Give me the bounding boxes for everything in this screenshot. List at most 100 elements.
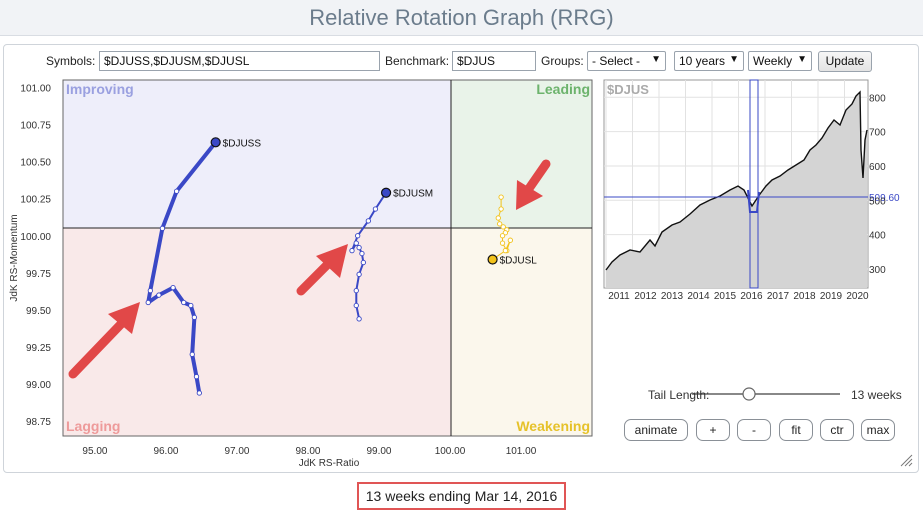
y-tick-label: 100.00 <box>20 232 51 243</box>
series-tail-point[interactable] <box>356 271 362 277</box>
mini-x-tick-label: 2017 <box>767 291 790 302</box>
mini-x-tick-label: 2013 <box>661 291 684 302</box>
resize-handle-icon[interactable] <box>899 453 913 467</box>
series-label: $DJUSS <box>223 138 262 149</box>
series-tail-point[interactable] <box>507 237 513 243</box>
rrg-series-group: $DJUSS $DJUSM $DJUSL <box>145 137 537 396</box>
chevron-down-icon: ▼ <box>797 54 807 65</box>
period-select[interactable]: 10 years ▼ <box>674 51 744 71</box>
series-tail-point[interactable] <box>495 215 501 221</box>
series-tail-point[interactable] <box>497 221 503 227</box>
series-tail-point[interactable] <box>499 233 506 239</box>
x-tick-label: 99.00 <box>366 446 391 457</box>
series-djusm[interactable]: $DJUSM <box>349 187 433 322</box>
mini-chart-current-value: 509.60 <box>869 193 900 204</box>
series-tail-point[interactable] <box>372 206 379 212</box>
series-tail-point[interactable] <box>353 302 359 309</box>
groups-select[interactable]: - Select - ▼ <box>587 51 666 71</box>
mini-chart-window-highlight <box>747 189 760 213</box>
mini-x-tick-label: 2014 <box>687 291 710 302</box>
mini-x-tick-label: 2018 <box>793 291 816 302</box>
max-button[interactable]: max <box>861 419 895 441</box>
series-head-point[interactable] <box>487 254 498 265</box>
series-tail-point[interactable] <box>355 233 361 239</box>
series-tail-point[interactable] <box>359 250 365 257</box>
y-tick-label: 98.75 <box>26 417 51 428</box>
chevron-down-icon: ▼ <box>651 54 661 65</box>
page-title: Relative Rotation Graph (RRG) <box>309 5 614 30</box>
series-tail-point[interactable] <box>499 240 506 246</box>
quadrant-improving <box>63 80 451 228</box>
period-caption: 13 weeks ending Mar 14, 2016 <box>357 482 566 510</box>
series-tail-point[interactable] <box>500 224 506 230</box>
animate-button[interactable]: animate <box>624 419 688 441</box>
series-tail-point[interactable] <box>353 287 359 294</box>
mini-chart-area <box>606 92 867 288</box>
series-tail-point[interactable] <box>196 390 202 396</box>
series-tail-point[interactable] <box>356 244 362 251</box>
controls-bar: Symbols: Benchmark: Groups: - Select - ▼… <box>4 51 918 73</box>
update-button[interactable]: Update <box>818 51 872 72</box>
mini-x-tick-label: 2019 <box>820 291 843 302</box>
series-tail-point[interactable] <box>193 374 200 380</box>
y-tick-label: 101.00 <box>20 83 51 94</box>
quadrant-weakening <box>451 228 592 436</box>
mini-y-tick-label: 600 <box>869 162 886 173</box>
center-button[interactable]: ctr <box>820 419 854 441</box>
x-axis-label: JdK RS-Ratio <box>299 458 360 469</box>
mini-chart-window-marker[interactable] <box>749 79 759 289</box>
series-tail-point[interactable] <box>173 188 180 194</box>
x-tick-label: 97.00 <box>224 446 249 457</box>
series-tail-point[interactable] <box>188 302 194 309</box>
zoom-in-button[interactable]: + <box>696 419 730 441</box>
series-tail-point[interactable] <box>365 218 371 224</box>
y-tick-label: 99.00 <box>26 380 51 391</box>
tail-length-value: 13 weeks <box>851 388 902 402</box>
x-tick-label: 96.00 <box>153 446 178 457</box>
series-tail-point[interactable] <box>360 259 367 266</box>
series-tail-point[interactable] <box>181 299 187 306</box>
series-tail-point[interactable] <box>502 247 509 254</box>
mini-chart-symbol: $DJUS <box>607 82 649 97</box>
mini-y-tick-label: 500 <box>869 196 886 207</box>
groups-select-value: - Select - <box>592 54 641 68</box>
zoom-out-button[interactable]: - <box>737 419 771 441</box>
benchmark-input[interactable] <box>452 51 536 71</box>
series-tail-point[interactable] <box>156 292 162 298</box>
series-tail-point[interactable] <box>498 206 504 212</box>
symbols-label: Symbols: <box>46 54 96 68</box>
symbols-input[interactable] <box>99 51 380 71</box>
title-bar: Relative Rotation Graph (RRG) <box>0 0 923 36</box>
quadrant-label-leading: Leading <box>536 81 590 97</box>
series-tail-point[interactable] <box>147 287 153 294</box>
y-tick-label: 100.25 <box>20 195 51 206</box>
series-tail-point[interactable] <box>159 225 166 231</box>
series-head-point[interactable] <box>380 187 392 198</box>
series-tail-point[interactable] <box>353 240 359 246</box>
series-djusl[interactable]: $DJUSL <box>487 194 537 267</box>
arrow-djusl <box>516 159 551 210</box>
series-tail-point[interactable] <box>145 299 151 306</box>
tail-slider-handle[interactable] <box>742 387 756 401</box>
series-tail-point[interactable] <box>349 247 355 254</box>
x-tick-label: 98.00 <box>295 446 320 457</box>
series-tail-point[interactable] <box>191 314 198 320</box>
mini-y-tick-label: 700 <box>869 128 886 139</box>
series-tail-point[interactable] <box>170 285 176 291</box>
series-head-point[interactable] <box>210 137 221 148</box>
y-tick-label: 99.50 <box>26 306 51 317</box>
series-tail-point[interactable] <box>356 316 362 322</box>
frequency-select[interactable]: Weekly ▼ <box>748 51 812 71</box>
x-tick-label: 100.00 <box>435 446 466 457</box>
series-tail-point[interactable] <box>498 194 504 200</box>
mini-y-tick-label: 400 <box>869 231 886 242</box>
mini-x-tick-label: 2012 <box>634 291 657 302</box>
x-tick-label: 101.00 <box>506 446 537 457</box>
arrow-djuss <box>68 302 140 379</box>
series-tail-point[interactable] <box>189 351 195 358</box>
mini-chart-y-ticks: 800 700 600 500 400 300 <box>869 93 886 276</box>
fit-button[interactable]: fit <box>779 419 813 441</box>
quadrant-label-improving: Improving <box>66 81 134 97</box>
series-djuss[interactable]: $DJUSS <box>145 137 262 396</box>
